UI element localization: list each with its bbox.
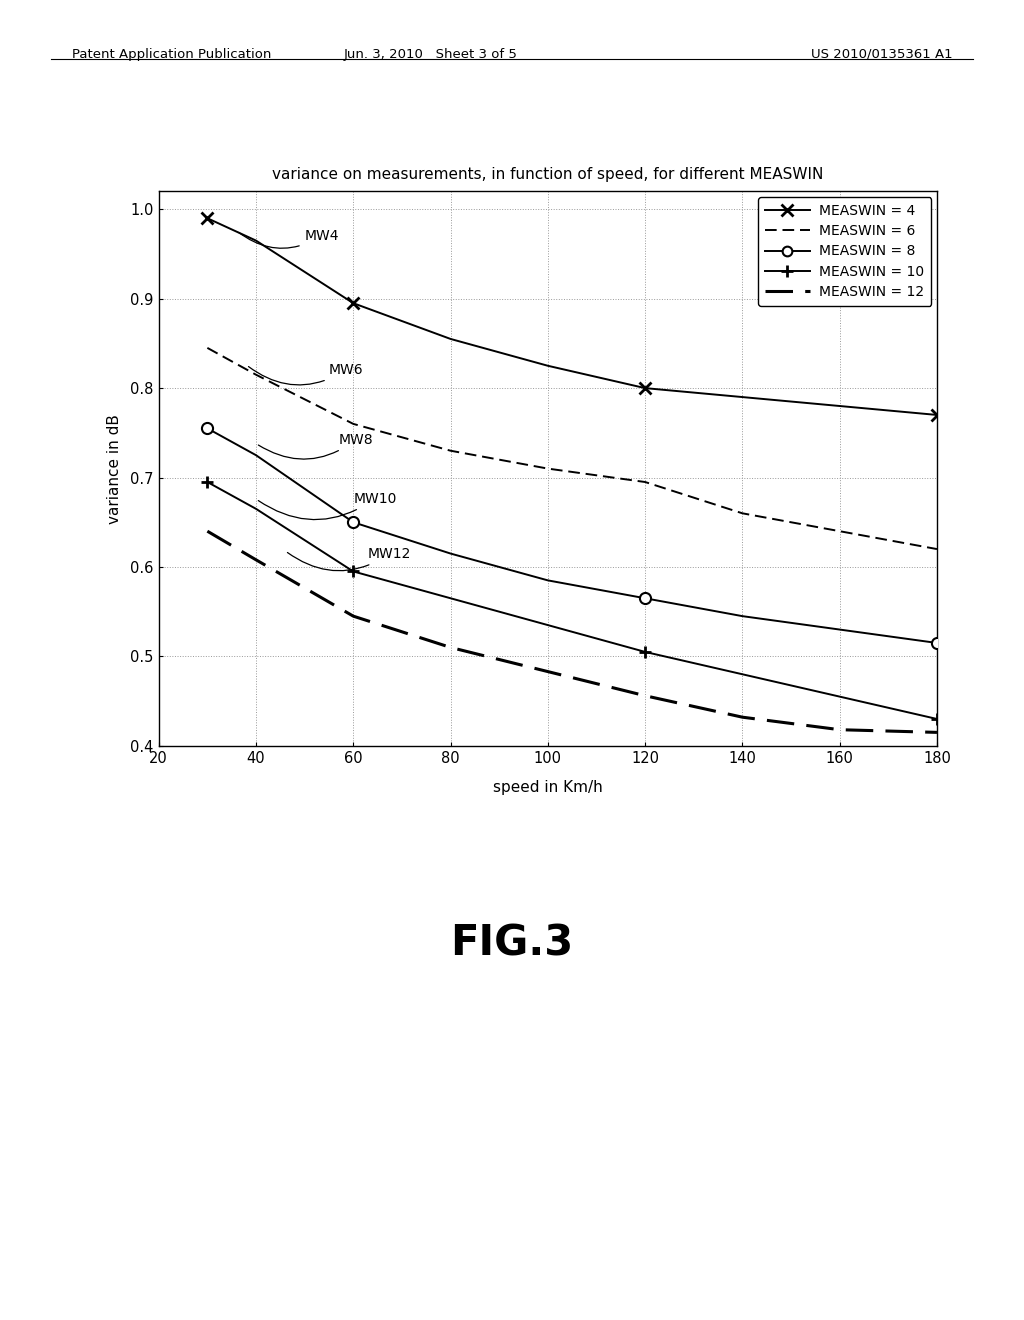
Text: MW10: MW10 (258, 491, 396, 520)
Text: MW6: MW6 (249, 363, 364, 385)
Text: MW8: MW8 (258, 433, 374, 459)
X-axis label: speed in Km/h: speed in Km/h (493, 780, 603, 795)
Text: MW12: MW12 (288, 546, 412, 570)
Text: Patent Application Publication: Patent Application Publication (72, 48, 271, 61)
Y-axis label: variance in dB: variance in dB (108, 413, 122, 524)
Legend: MEASWIN = 4, MEASWIN = 6, MEASWIN = 8, MEASWIN = 10, MEASWIN = 12: MEASWIN = 4, MEASWIN = 6, MEASWIN = 8, M… (758, 197, 932, 306)
Text: MW4: MW4 (239, 228, 339, 248)
Text: FIG.3: FIG.3 (451, 923, 573, 965)
Text: Jun. 3, 2010   Sheet 3 of 5: Jun. 3, 2010 Sheet 3 of 5 (343, 48, 517, 61)
Title: variance on measurements, in function of speed, for different MEASWIN: variance on measurements, in function of… (272, 166, 823, 182)
Text: US 2010/0135361 A1: US 2010/0135361 A1 (811, 48, 952, 61)
